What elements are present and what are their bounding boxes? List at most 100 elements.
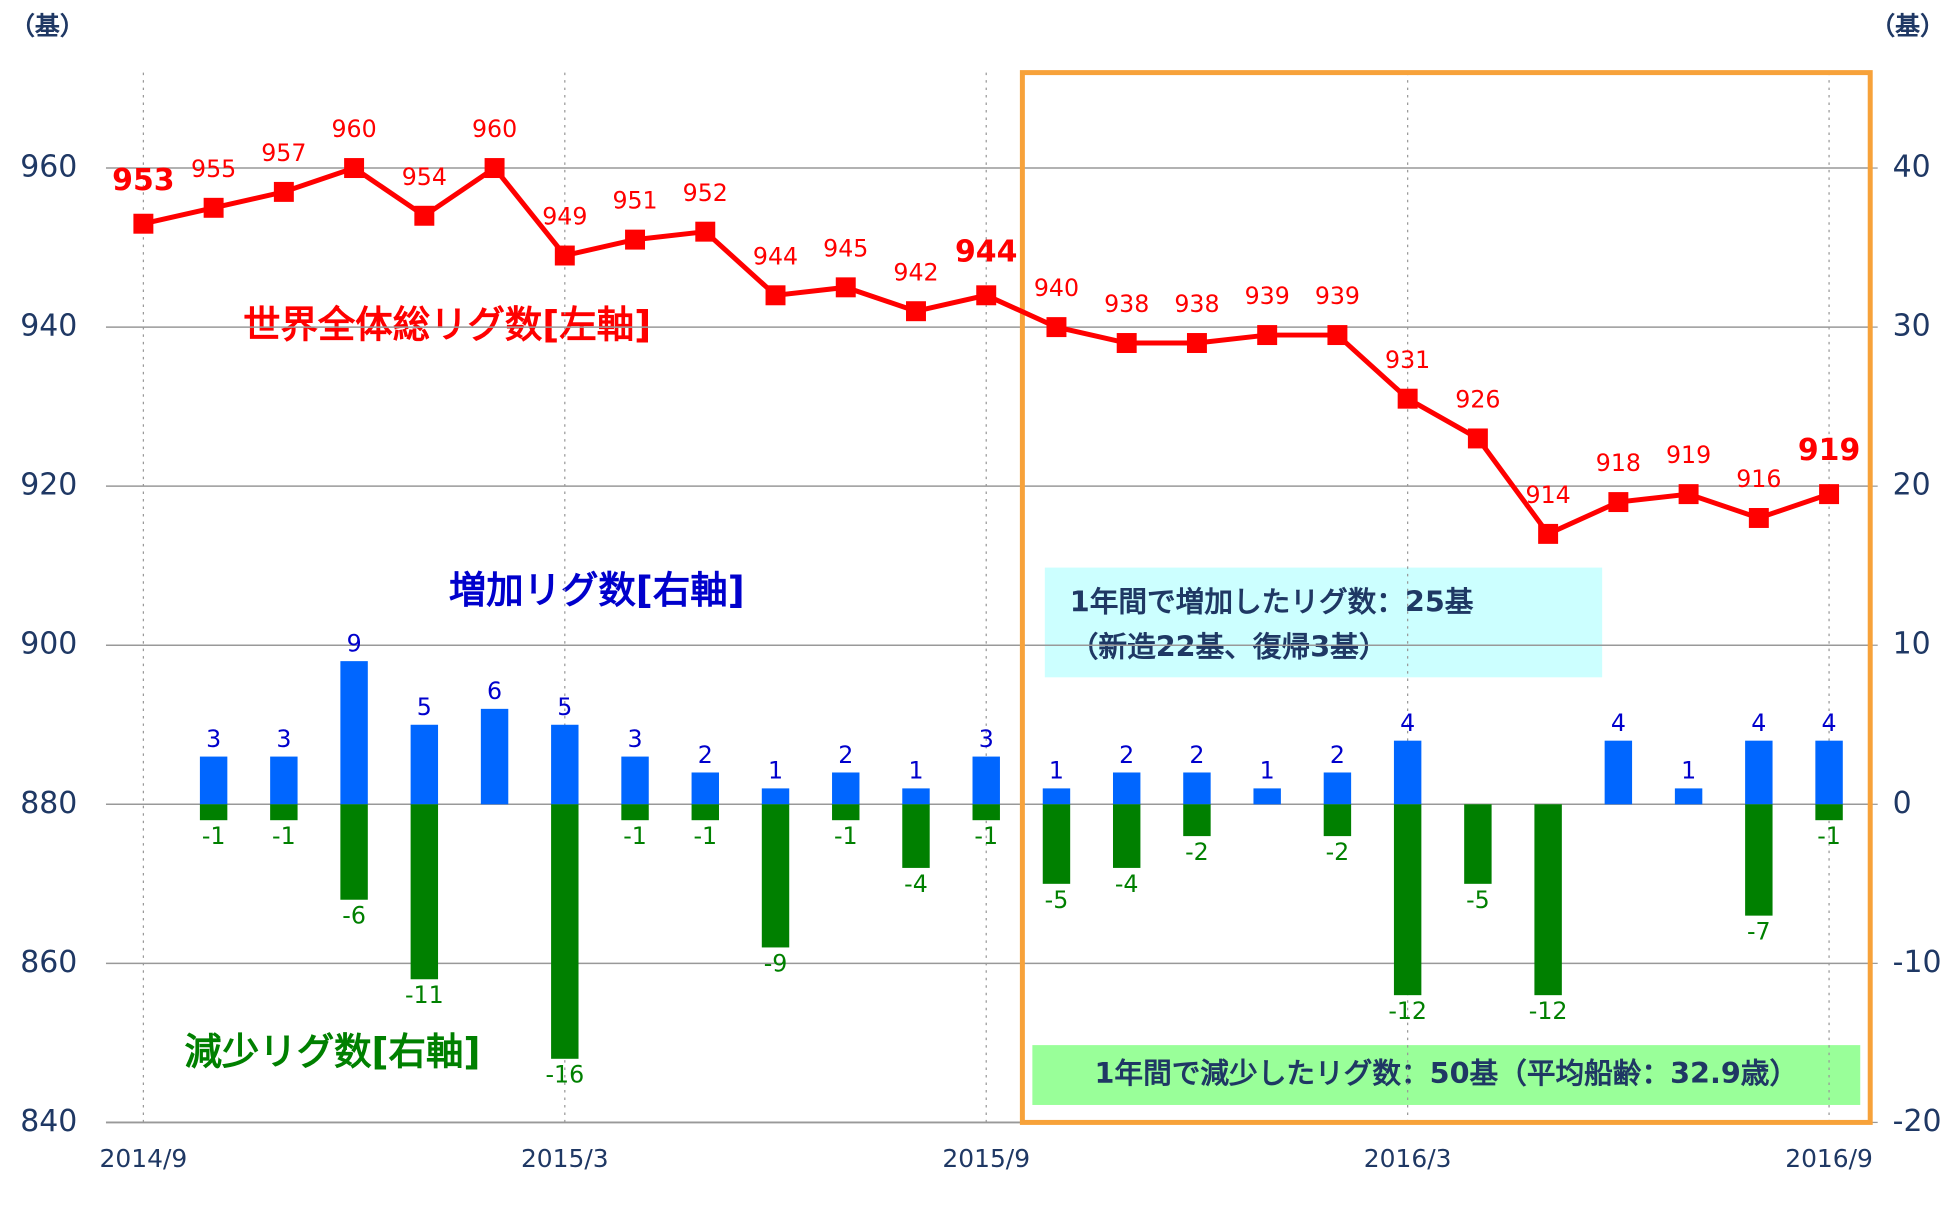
bar bbox=[1464, 804, 1492, 884]
bar bbox=[1323, 804, 1352, 837]
bar bbox=[832, 772, 860, 805]
bar-label: 4 bbox=[1822, 709, 1837, 737]
marker bbox=[1678, 484, 1699, 505]
bar bbox=[902, 788, 930, 805]
marker bbox=[1748, 508, 1769, 528]
marker bbox=[625, 229, 646, 250]
bar-label: 1 bbox=[908, 757, 923, 785]
bar-label: 2 bbox=[838, 741, 853, 769]
bar bbox=[551, 804, 579, 1059]
y2-tick-label: 10 bbox=[1893, 627, 1931, 662]
bar-label: 2 bbox=[1119, 741, 1134, 769]
x-tick-label: 2016/9 bbox=[1785, 1144, 1873, 1173]
bar-label: 5 bbox=[557, 693, 572, 721]
y-tick-label: 880 bbox=[20, 786, 77, 821]
marker bbox=[414, 205, 435, 226]
bar-label: -16 bbox=[545, 1061, 584, 1089]
bar-label: -7 bbox=[1747, 918, 1771, 946]
y-tick-label: 960 bbox=[20, 150, 77, 185]
bar bbox=[1534, 804, 1562, 996]
bar-label: -1 bbox=[974, 822, 998, 850]
bar bbox=[621, 756, 649, 805]
increase-box bbox=[1044, 567, 1603, 678]
bar-label: -1 bbox=[272, 822, 296, 850]
bar-label: 4 bbox=[1611, 709, 1626, 737]
bar-label: -11 bbox=[405, 981, 444, 1009]
bar-label: -2 bbox=[1326, 838, 1350, 866]
bar-label: -12 bbox=[1529, 997, 1568, 1025]
bar-label: 1 bbox=[1681, 757, 1696, 785]
x-tick-label: 2015/3 bbox=[521, 1144, 609, 1173]
bar bbox=[1745, 740, 1773, 805]
bar-label: 2 bbox=[1330, 741, 1345, 769]
x-tick-label: 2015/9 bbox=[942, 1144, 1030, 1173]
bar bbox=[1323, 772, 1352, 805]
bar-label: -4 bbox=[904, 870, 928, 898]
bar bbox=[270, 756, 298, 805]
line-label: 960 bbox=[332, 115, 377, 143]
bar-label: -5 bbox=[1466, 886, 1490, 914]
bar bbox=[410, 724, 439, 805]
bar bbox=[410, 804, 439, 980]
y-tick-label: 860 bbox=[20, 945, 77, 980]
bar-label: 5 bbox=[417, 693, 432, 721]
bar-label: -1 bbox=[623, 822, 647, 850]
bar bbox=[621, 804, 649, 821]
marker bbox=[695, 221, 716, 242]
bar bbox=[1815, 804, 1843, 821]
bar bbox=[761, 788, 790, 805]
bar bbox=[340, 804, 368, 900]
line-label: 955 bbox=[191, 155, 236, 183]
line-label: 916 bbox=[1736, 465, 1781, 493]
marker bbox=[1186, 333, 1207, 353]
bar-label: 1 bbox=[1049, 757, 1064, 785]
marker bbox=[273, 181, 294, 202]
line-label: 953 bbox=[112, 163, 174, 198]
bar bbox=[1112, 804, 1141, 868]
bar-label: 3 bbox=[979, 725, 994, 753]
bar bbox=[972, 804, 1000, 821]
decrease-note: 1年間で減少したリグ数：50基（平均船齢：32.9歳） bbox=[1094, 1056, 1798, 1090]
y2-tick-label: 30 bbox=[1893, 309, 1931, 344]
marker bbox=[906, 301, 926, 322]
bar-label: 4 bbox=[1751, 709, 1766, 737]
bar bbox=[1253, 788, 1281, 805]
bar bbox=[1042, 788, 1071, 805]
decrease-legend: 減少リグ数[右軸] bbox=[185, 1029, 481, 1073]
line-label: 960 bbox=[472, 115, 517, 143]
marker bbox=[835, 277, 856, 298]
line-label: 944 bbox=[955, 234, 1017, 269]
y-tick-label: 840 bbox=[20, 1104, 77, 1139]
marker bbox=[1257, 325, 1278, 346]
y2-tick-label: -20 bbox=[1893, 1104, 1942, 1139]
line-legend: 世界全体総リグ数[左軸] bbox=[243, 302, 651, 346]
marker bbox=[1046, 317, 1067, 338]
bar-label: -9 bbox=[764, 949, 788, 977]
bar-label: 3 bbox=[628, 725, 643, 753]
bar bbox=[832, 804, 860, 821]
line-label: 945 bbox=[823, 234, 868, 262]
marker bbox=[133, 213, 154, 234]
increase-detail: （新造22基、復帰3基） bbox=[1070, 630, 1388, 664]
bar-label: 1 bbox=[1260, 757, 1275, 785]
bar bbox=[1393, 804, 1422, 996]
y2-tick-label: 40 bbox=[1893, 150, 1931, 185]
bar bbox=[480, 708, 509, 805]
bar-label: -1 bbox=[202, 822, 226, 850]
y2-tick-label: 0 bbox=[1893, 786, 1912, 821]
marker bbox=[344, 158, 365, 179]
left-unit: （基） bbox=[10, 12, 85, 41]
bar bbox=[199, 756, 228, 805]
marker bbox=[1608, 492, 1629, 513]
marker bbox=[1467, 428, 1488, 449]
marker bbox=[554, 245, 575, 266]
bar-label: 2 bbox=[1189, 741, 1204, 769]
bar bbox=[761, 804, 790, 948]
bar-label: 3 bbox=[276, 725, 291, 753]
marker bbox=[1327, 325, 1348, 346]
line-label: 939 bbox=[1245, 282, 1290, 310]
bar-label: -5 bbox=[1045, 886, 1069, 914]
marker bbox=[1116, 333, 1137, 353]
bar-label: -1 bbox=[1817, 822, 1841, 850]
